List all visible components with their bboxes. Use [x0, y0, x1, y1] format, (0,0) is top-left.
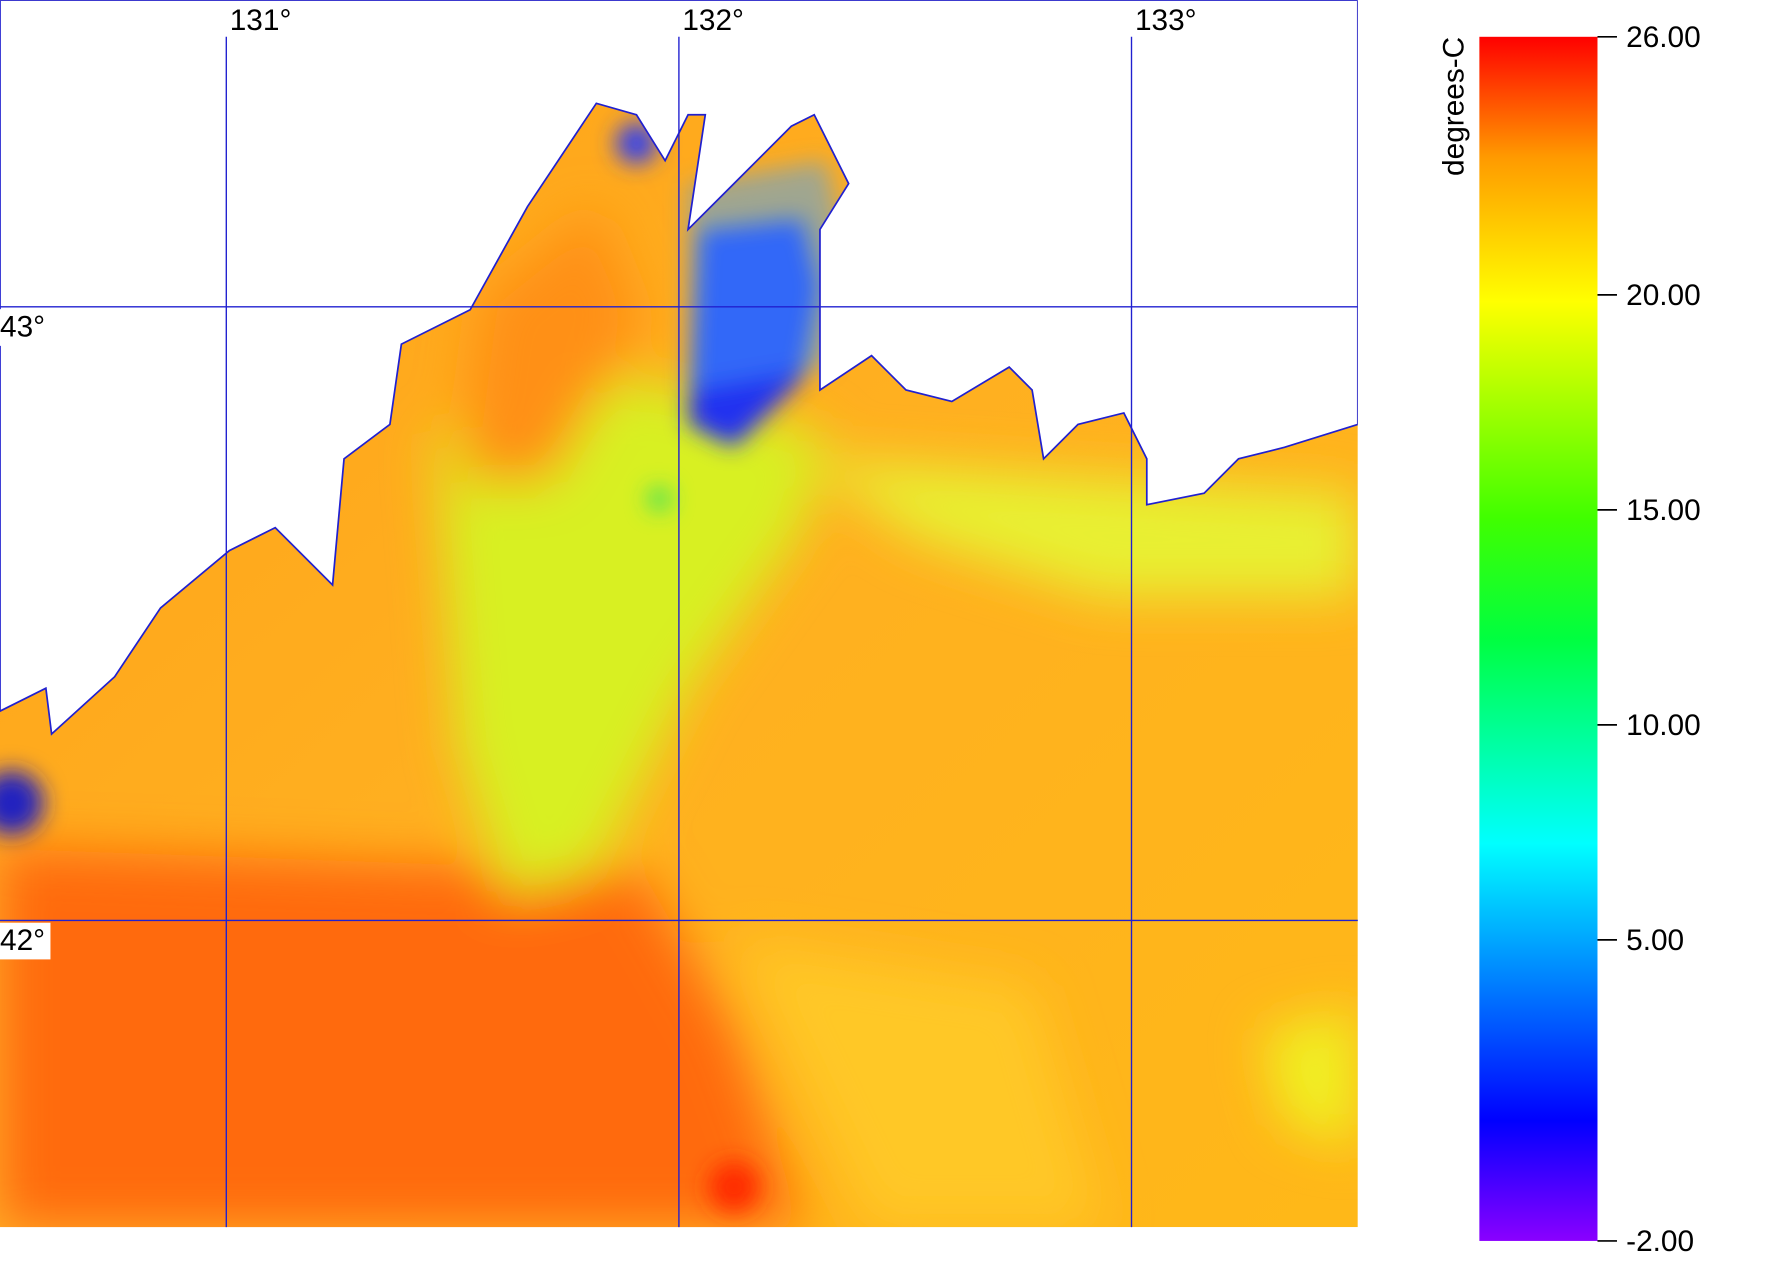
lon-label: 131°: [230, 4, 292, 37]
colorbar-tick-label: 5.00: [1626, 924, 1684, 957]
lat-label: 42°: [0, 924, 45, 957]
colorbar-tick-label: 15.00: [1626, 494, 1701, 527]
colorbar-tick-label: 26.00: [1626, 21, 1701, 54]
colorbar-tick-label: 20.00: [1626, 279, 1701, 312]
lat-label-bg: [0, 922, 51, 960]
graticule: 131° 132° 133° 43° 42°: [0, 4, 1358, 1228]
lat-label-bg: [0, 309, 51, 346]
colorbar-label: degrees-C: [1437, 37, 1470, 176]
colorbar: [1479, 36, 1598, 1241]
lat-label: 43°: [0, 311, 45, 344]
temperature-field: [0, 206, 1358, 1228]
colorbar-tick-label: -2.00: [1626, 1225, 1694, 1258]
land: [0, 0, 1358, 736]
lon-label: 133°: [1135, 4, 1197, 37]
colorbar-tick-label: 10.00: [1626, 709, 1701, 742]
cold-water: [0, 122, 849, 1213]
lon-label: 132°: [682, 4, 744, 37]
colorbar-ticks: 26.00 20.00 15.00 10.00 5.00 -2.00: [1597, 21, 1701, 1258]
